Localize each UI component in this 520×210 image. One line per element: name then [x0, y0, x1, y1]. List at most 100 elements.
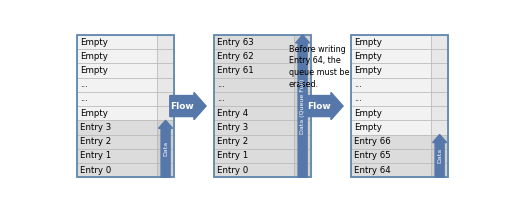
Bar: [214, 63, 294, 77]
Bar: [294, 163, 311, 177]
Bar: [214, 149, 294, 163]
Text: Empty: Empty: [354, 109, 382, 118]
Text: Empty: Empty: [354, 66, 382, 75]
Bar: [77, 149, 158, 163]
Bar: [77, 92, 158, 106]
Text: Entry 2: Entry 2: [80, 137, 112, 146]
Bar: [294, 120, 311, 135]
Text: Empty: Empty: [80, 38, 108, 47]
Text: Flow: Flow: [170, 102, 194, 110]
Bar: [158, 63, 174, 77]
Text: Flow: Flow: [307, 102, 331, 110]
Text: Entry 0: Entry 0: [217, 165, 249, 175]
Bar: [432, 149, 448, 163]
Text: ...: ...: [80, 80, 88, 89]
FancyArrow shape: [296, 35, 309, 177]
Bar: [351, 92, 432, 106]
Bar: [77, 77, 158, 92]
FancyArrow shape: [433, 135, 447, 177]
Bar: [432, 163, 448, 177]
Bar: [294, 63, 311, 77]
Bar: [158, 35, 174, 49]
Text: ...: ...: [354, 94, 362, 104]
Text: Entry 0: Entry 0: [80, 165, 112, 175]
Bar: [158, 163, 174, 177]
Bar: [294, 49, 311, 63]
Bar: [351, 35, 432, 49]
Bar: [77, 135, 158, 149]
Bar: [214, 135, 294, 149]
Bar: [77, 35, 174, 177]
Bar: [158, 135, 174, 149]
Bar: [351, 63, 432, 77]
Text: Before writing
Entry 64, the
queue must be
erased.: Before writing Entry 64, the queue must …: [289, 45, 349, 89]
Text: Empty: Empty: [80, 109, 108, 118]
FancyArrow shape: [307, 92, 343, 120]
Bar: [214, 35, 311, 177]
Bar: [432, 120, 448, 135]
Bar: [214, 77, 294, 92]
Bar: [351, 49, 432, 63]
Text: Data: Data: [163, 141, 168, 156]
Text: ...: ...: [217, 94, 225, 104]
Text: Empty: Empty: [80, 66, 108, 75]
Text: Empty: Empty: [354, 52, 382, 61]
Text: Entry 1: Entry 1: [80, 151, 112, 160]
Bar: [77, 49, 158, 63]
Bar: [432, 49, 448, 63]
Text: Entry 1: Entry 1: [217, 151, 249, 160]
Bar: [432, 77, 448, 92]
Text: Entry 64: Entry 64: [354, 165, 391, 175]
Text: Entry 66: Entry 66: [354, 137, 391, 146]
Bar: [214, 35, 294, 49]
Text: ...: ...: [217, 80, 225, 89]
Bar: [294, 106, 311, 120]
Bar: [77, 106, 158, 120]
Bar: [77, 63, 158, 77]
Text: Entry 2: Entry 2: [217, 137, 249, 146]
Text: Empty: Empty: [80, 52, 108, 61]
Bar: [158, 77, 174, 92]
Text: Entry 63: Entry 63: [217, 38, 254, 47]
Bar: [294, 135, 311, 149]
Text: Empty: Empty: [354, 123, 382, 132]
Text: Entry 4: Entry 4: [217, 109, 249, 118]
Text: ...: ...: [80, 94, 88, 104]
Text: Empty: Empty: [354, 38, 382, 47]
Bar: [214, 163, 294, 177]
Bar: [432, 92, 448, 106]
Bar: [432, 35, 448, 49]
Bar: [432, 135, 448, 149]
Bar: [432, 106, 448, 120]
Bar: [158, 149, 174, 163]
Bar: [351, 120, 432, 135]
Bar: [77, 120, 158, 135]
FancyArrow shape: [170, 92, 206, 120]
Bar: [158, 92, 174, 106]
Text: Entry 61: Entry 61: [217, 66, 254, 75]
Bar: [351, 35, 448, 177]
Bar: [351, 163, 432, 177]
Bar: [351, 149, 432, 163]
Bar: [158, 120, 174, 135]
Text: Entry 62: Entry 62: [217, 52, 254, 61]
Bar: [158, 49, 174, 63]
Bar: [214, 106, 294, 120]
Text: Data: Data: [437, 148, 442, 163]
Bar: [77, 163, 158, 177]
Bar: [351, 77, 432, 92]
Text: Entry 65: Entry 65: [354, 151, 391, 160]
Text: Entry 3: Entry 3: [80, 123, 112, 132]
Bar: [294, 77, 311, 92]
FancyArrow shape: [159, 120, 173, 177]
Bar: [294, 92, 311, 106]
Bar: [294, 149, 311, 163]
Bar: [432, 63, 448, 77]
Bar: [294, 35, 311, 49]
Text: ...: ...: [354, 80, 362, 89]
Bar: [158, 106, 174, 120]
Bar: [77, 35, 158, 49]
Text: Entry 3: Entry 3: [217, 123, 249, 132]
Bar: [214, 120, 294, 135]
Bar: [214, 49, 294, 63]
